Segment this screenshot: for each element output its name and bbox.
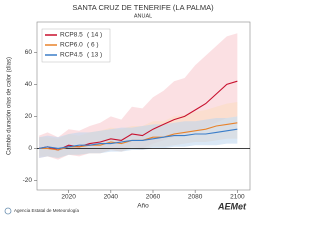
x-tick-label: 2020	[61, 194, 76, 201]
agency-icon	[4, 207, 12, 215]
legend-note: ( 13 )	[87, 52, 102, 59]
uncertainty-band	[39, 116, 238, 158]
agency-name: Agencia Estatal de Meteorología	[14, 208, 80, 213]
x-axis-label: Año	[137, 203, 149, 210]
legend-label: RCP4.5	[60, 52, 83, 59]
y-tick-label: 40	[25, 81, 33, 88]
legend-label: RCP6.0	[60, 42, 83, 49]
series-line	[39, 80, 238, 151]
y-tick-label: 0	[28, 145, 32, 152]
chart: SANTA CRUZ DE TENERIFE (LA PALMA) ANUAL …	[4, 2, 251, 215]
legend-note: ( 6 )	[87, 42, 99, 49]
y-tick-label: -20	[23, 177, 33, 184]
legend-note: ( 14 )	[87, 32, 102, 39]
x-tick-label: 2080	[188, 194, 203, 201]
x-tick-label: 2040	[104, 194, 119, 201]
legend-label: RCP8.5	[60, 32, 83, 39]
y-axis-label: Cambio duración olas de calor (días)	[7, 57, 13, 155]
x-tick-label: 2060	[146, 194, 161, 201]
y-tick-label: 60	[25, 49, 33, 56]
chart-subtitle: ANUAL	[134, 13, 152, 19]
y-tick-label: 20	[25, 113, 33, 120]
series-line	[39, 128, 238, 149]
x-tick-label: 2100	[230, 194, 245, 201]
chart-title: SANTA CRUZ DE TENERIFE (LA PALMA)	[72, 3, 214, 12]
logo: AEMet	[217, 201, 247, 211]
